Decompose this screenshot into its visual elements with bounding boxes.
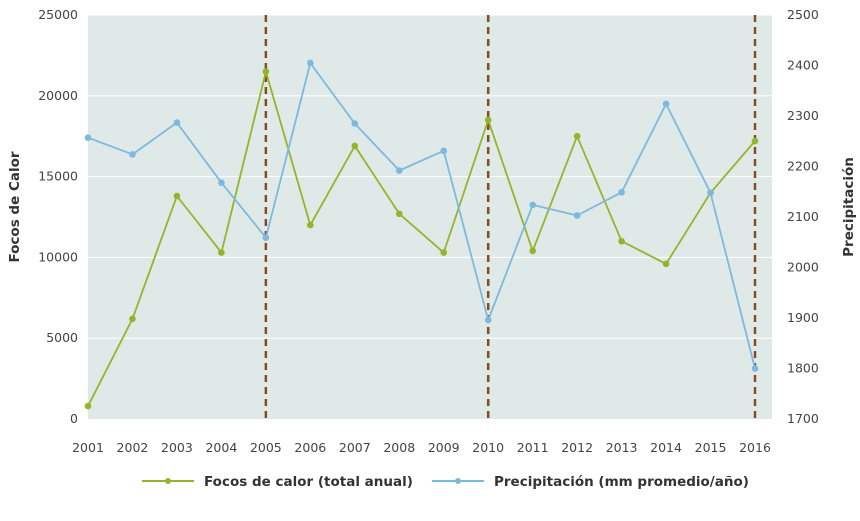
x-tick-label: 2004: [205, 440, 237, 455]
y-tick-label-right: 2400: [787, 58, 819, 73]
series-line-focos: [87, 70, 756, 407]
data-point-precipitacion: [173, 119, 181, 126]
data-point-precipitacion: [262, 234, 270, 242]
data-point-focos: [129, 315, 136, 323]
y-tick-label-right: 1700: [787, 411, 819, 426]
y-tick-label-right: 2200: [787, 159, 819, 174]
data-point-precipitacion: [218, 179, 225, 186]
data-point-precipitacion: [351, 120, 359, 127]
data-point-precipitacion: [529, 201, 536, 209]
y-tick-label-right: 1900: [787, 310, 819, 325]
data-point-focos: [662, 260, 670, 268]
data-point-focos: [573, 132, 581, 140]
legend-marker-focos: [165, 478, 171, 484]
data-point-focos: [173, 192, 181, 200]
x-tick-label: 2013: [606, 440, 638, 455]
data-point-precipitacion: [662, 100, 670, 108]
data-point-precipitacion: [129, 151, 136, 158]
legend-label-precipitacion: Precipitación (mm promedio/año): [494, 474, 749, 490]
x-tick-label: 2011: [517, 440, 549, 455]
data-point-focos: [84, 402, 92, 410]
series-line-precipitacion: [87, 62, 756, 369]
legend: Focos de calor (total anual) Precipitaci…: [142, 474, 749, 490]
y-axis-left-title: Focos de Calor: [7, 151, 23, 262]
x-tick-label: 2002: [117, 440, 149, 455]
y-tick-label-right: 1800: [787, 361, 819, 376]
data-point-focos: [395, 210, 403, 218]
data-point-precipitacion: [440, 147, 448, 155]
y-tick-label-left: 0: [70, 411, 78, 426]
data-point-focos: [529, 247, 536, 255]
x-tick-label: 2015: [695, 440, 727, 455]
data-point-focos: [218, 249, 225, 256]
y-tick-label-left: 10000: [38, 249, 78, 264]
legend-item-precipitacion: Precipitación (mm promedio/año): [432, 474, 749, 490]
x-tick-label: 2009: [428, 440, 460, 455]
x-tick-label: 2003: [161, 440, 193, 455]
x-tick-label: 2012: [561, 440, 593, 455]
y-tick-label-right: 2000: [787, 260, 819, 275]
y-tick-label-left: 15000: [38, 169, 78, 184]
legend-marker-precipitacion: [455, 478, 461, 484]
x-tick-label: 2014: [650, 440, 682, 455]
data-point-precipitacion: [84, 134, 92, 142]
data-point-focos: [351, 142, 359, 150]
data-point-precipitacion: [573, 212, 581, 219]
y-axis-right-title: Precipitación: [841, 157, 857, 257]
data-point-focos: [307, 221, 314, 229]
x-tick-label: 2005: [250, 440, 282, 455]
y-tick-label-right: 2300: [787, 108, 819, 123]
plot-background: [88, 15, 772, 419]
data-point-precipitacion: [395, 167, 403, 174]
y-tick-label-right: 2500: [787, 7, 819, 22]
y-tick-label-right: 2100: [787, 209, 819, 224]
y-tick-label-left: 20000: [38, 88, 78, 103]
x-tick-label: 2010: [472, 440, 504, 455]
data-point-precipitacion: [618, 188, 625, 196]
legend-item-focos: Focos de calor (total anual): [142, 474, 413, 490]
x-tick-label: 2016: [739, 440, 771, 455]
data-point-focos: [751, 137, 759, 145]
data-point-focos: [484, 116, 492, 124]
x-tick-label: 2006: [294, 440, 326, 455]
data-point-focos: [618, 237, 625, 245]
y-tick-label-left: 25000: [38, 7, 78, 22]
data-point-focos: [440, 249, 448, 256]
x-tick-label: 2001: [72, 440, 104, 455]
data-point-precipitacion: [307, 59, 314, 67]
data-point-precipitacion: [751, 365, 759, 372]
data-point-precipitacion: [484, 316, 492, 324]
data-point-focos: [262, 68, 270, 75]
x-tick-label: 2008: [383, 440, 415, 455]
y-tick-label-left: 5000: [46, 330, 78, 345]
x-tick-label: 2007: [339, 440, 371, 455]
legend-label-focos: Focos de calor (total anual): [204, 474, 413, 490]
data-point-precipitacion: [707, 189, 714, 197]
